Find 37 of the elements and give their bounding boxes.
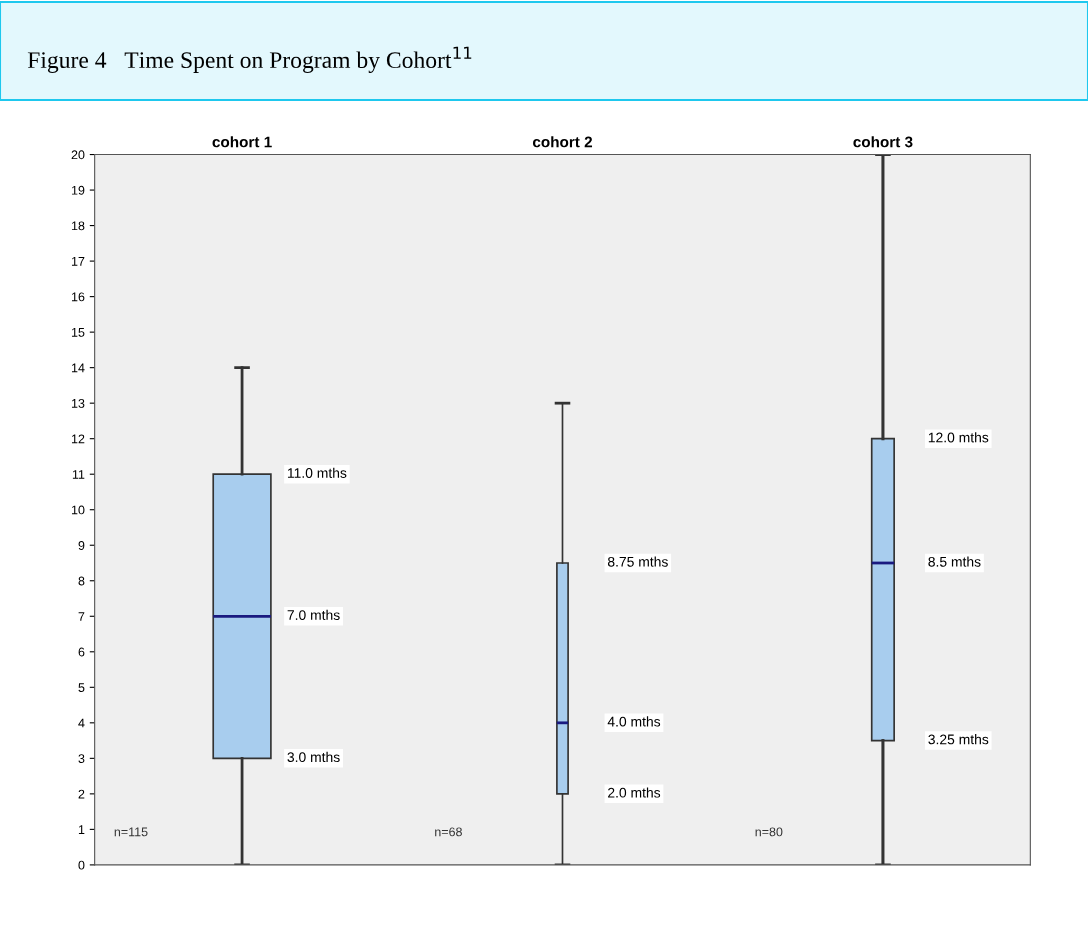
y-tick-label: 13 (71, 398, 85, 408)
y-tick-label: 5 (78, 683, 85, 692)
x-tick-label: cohort 1 (212, 136, 272, 148)
y-tick-label: 20 (71, 150, 85, 160)
y-tick-label: 1 (78, 825, 85, 834)
y-tick-label: 6 (78, 647, 85, 657)
annotation: 3.25 mths (928, 734, 989, 745)
y-tick-label: 18 (71, 221, 85, 231)
y-tick-label: 0 (78, 860, 85, 870)
y-tick-label: 8 (78, 576, 85, 586)
y-tick-label: 16 (71, 292, 85, 302)
annotation: n=115 (114, 827, 148, 837)
annotation: 3.0 mths (287, 751, 340, 763)
annotation: 12.0 mths (928, 432, 989, 443)
x-tick-label: cohort 3 (853, 136, 913, 148)
y-tick-label: 2 (78, 789, 85, 799)
y-tick-label: 14 (71, 363, 85, 373)
y-tick-label: 17 (71, 257, 85, 266)
y-tick-label: 15 (71, 328, 85, 337)
y-tick-label: 19 (71, 185, 85, 195)
annotation: 8.75 mths (607, 556, 668, 567)
annotation: 4.0 mths (607, 716, 661, 727)
y-tick-label: 10 (71, 505, 85, 515)
annotation: 8.5 mths (928, 556, 981, 567)
y-tick-label: 7 (78, 612, 85, 621)
annotation: n=80 (755, 827, 783, 837)
annotation: 11.0 mths (287, 467, 347, 478)
y-tick-label: 9 (78, 541, 85, 550)
y-tick-label: 3 (78, 754, 85, 763)
annotation: 7.0 mths (287, 609, 340, 620)
y-tick-label: 11 (72, 470, 85, 479)
y-tick-label: 12 (71, 434, 85, 444)
y-tick-label: 4 (78, 718, 85, 728)
x-tick-label: cohort 2 (532, 136, 593, 148)
chart-title: Figure 4 Time Spent on Program by Cohort$^{11}$ (27, 46, 472, 73)
annotation: n=68 (435, 827, 462, 837)
annotation: 2.0 mths (608, 787, 661, 798)
